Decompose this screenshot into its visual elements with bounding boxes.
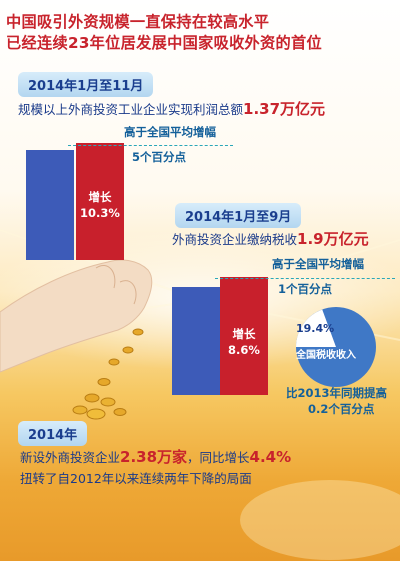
higher-value-1: 5个百分点	[132, 150, 187, 164]
hand-illustration	[0, 259, 153, 373]
growth-bar-1	[76, 143, 124, 260]
reversal-text: 扭转了自2012年以来连续两年下降的局面	[20, 471, 252, 486]
compare-label: 比2013年同期提高	[286, 386, 388, 400]
new-enterprises-prefix: 新设外商投资企业	[20, 450, 121, 465]
higher-label-2: 高于全国平均增幅	[272, 257, 364, 271]
gold-coins-illustration	[72, 328, 144, 420]
period-badge-3: 2014年	[18, 421, 88, 446]
tax-text-prefix: 外商投资企业缴纳税收	[172, 232, 298, 247]
growth-label-1: 增长	[88, 190, 112, 204]
pie-share-label: 19.4%	[296, 322, 335, 335]
dashed-line-2	[215, 278, 395, 279]
growth-bar-2	[220, 277, 268, 395]
growth-value-1: 10.3%	[80, 205, 120, 220]
new-enterprises-growth: 4.4%	[249, 448, 292, 466]
title-line-2: 已经连续23年位居发展中国家吸收外资的首位	[6, 34, 322, 52]
growth-value-2: 8.6%	[228, 342, 260, 357]
compare-value: 0.2个百分点	[308, 402, 375, 416]
period-badge-1: 2014年1月至11月	[18, 72, 154, 97]
pie-slice-share	[296, 309, 336, 347]
new-enterprises-mid: ，同比增长	[187, 450, 250, 465]
higher-value-2: 1个百分点	[278, 282, 333, 296]
tax-value: 1.9万亿元	[297, 230, 369, 248]
period-badge-2: 2014年1月至9月	[175, 203, 302, 228]
new-enterprises-count: 2.38万家	[120, 448, 188, 466]
growth-bar-2-label: 增长 8.6%	[220, 327, 268, 358]
national-average-bar-2	[172, 287, 220, 395]
tax-text: 外商投资企业缴纳税收1.9万亿元	[172, 228, 369, 249]
dashed-line-1	[68, 145, 233, 146]
tax-share-pie-chart	[296, 307, 376, 387]
profit-text: 规模以上外商投资工业企业实现利润总额1.37万亿元	[18, 98, 325, 119]
pie-center-label: 全国税收收入	[296, 350, 356, 361]
profit-text-prefix: 规模以上外商投资工业企业实现利润总额	[18, 102, 244, 117]
higher-label-1: 高于全国平均增幅	[124, 125, 216, 139]
national-average-bar-1	[26, 150, 74, 260]
title-line-1: 中国吸引外资规模一直保持在较高水平	[6, 13, 270, 31]
growth-bar-1-label: 增长 10.3%	[76, 190, 124, 221]
new-enterprises-text: 新设外商投资企业2.38万家，同比增长4.4%	[20, 446, 291, 467]
growth-label-2: 增长	[232, 327, 256, 341]
profit-value: 1.37万亿元	[243, 100, 326, 118]
